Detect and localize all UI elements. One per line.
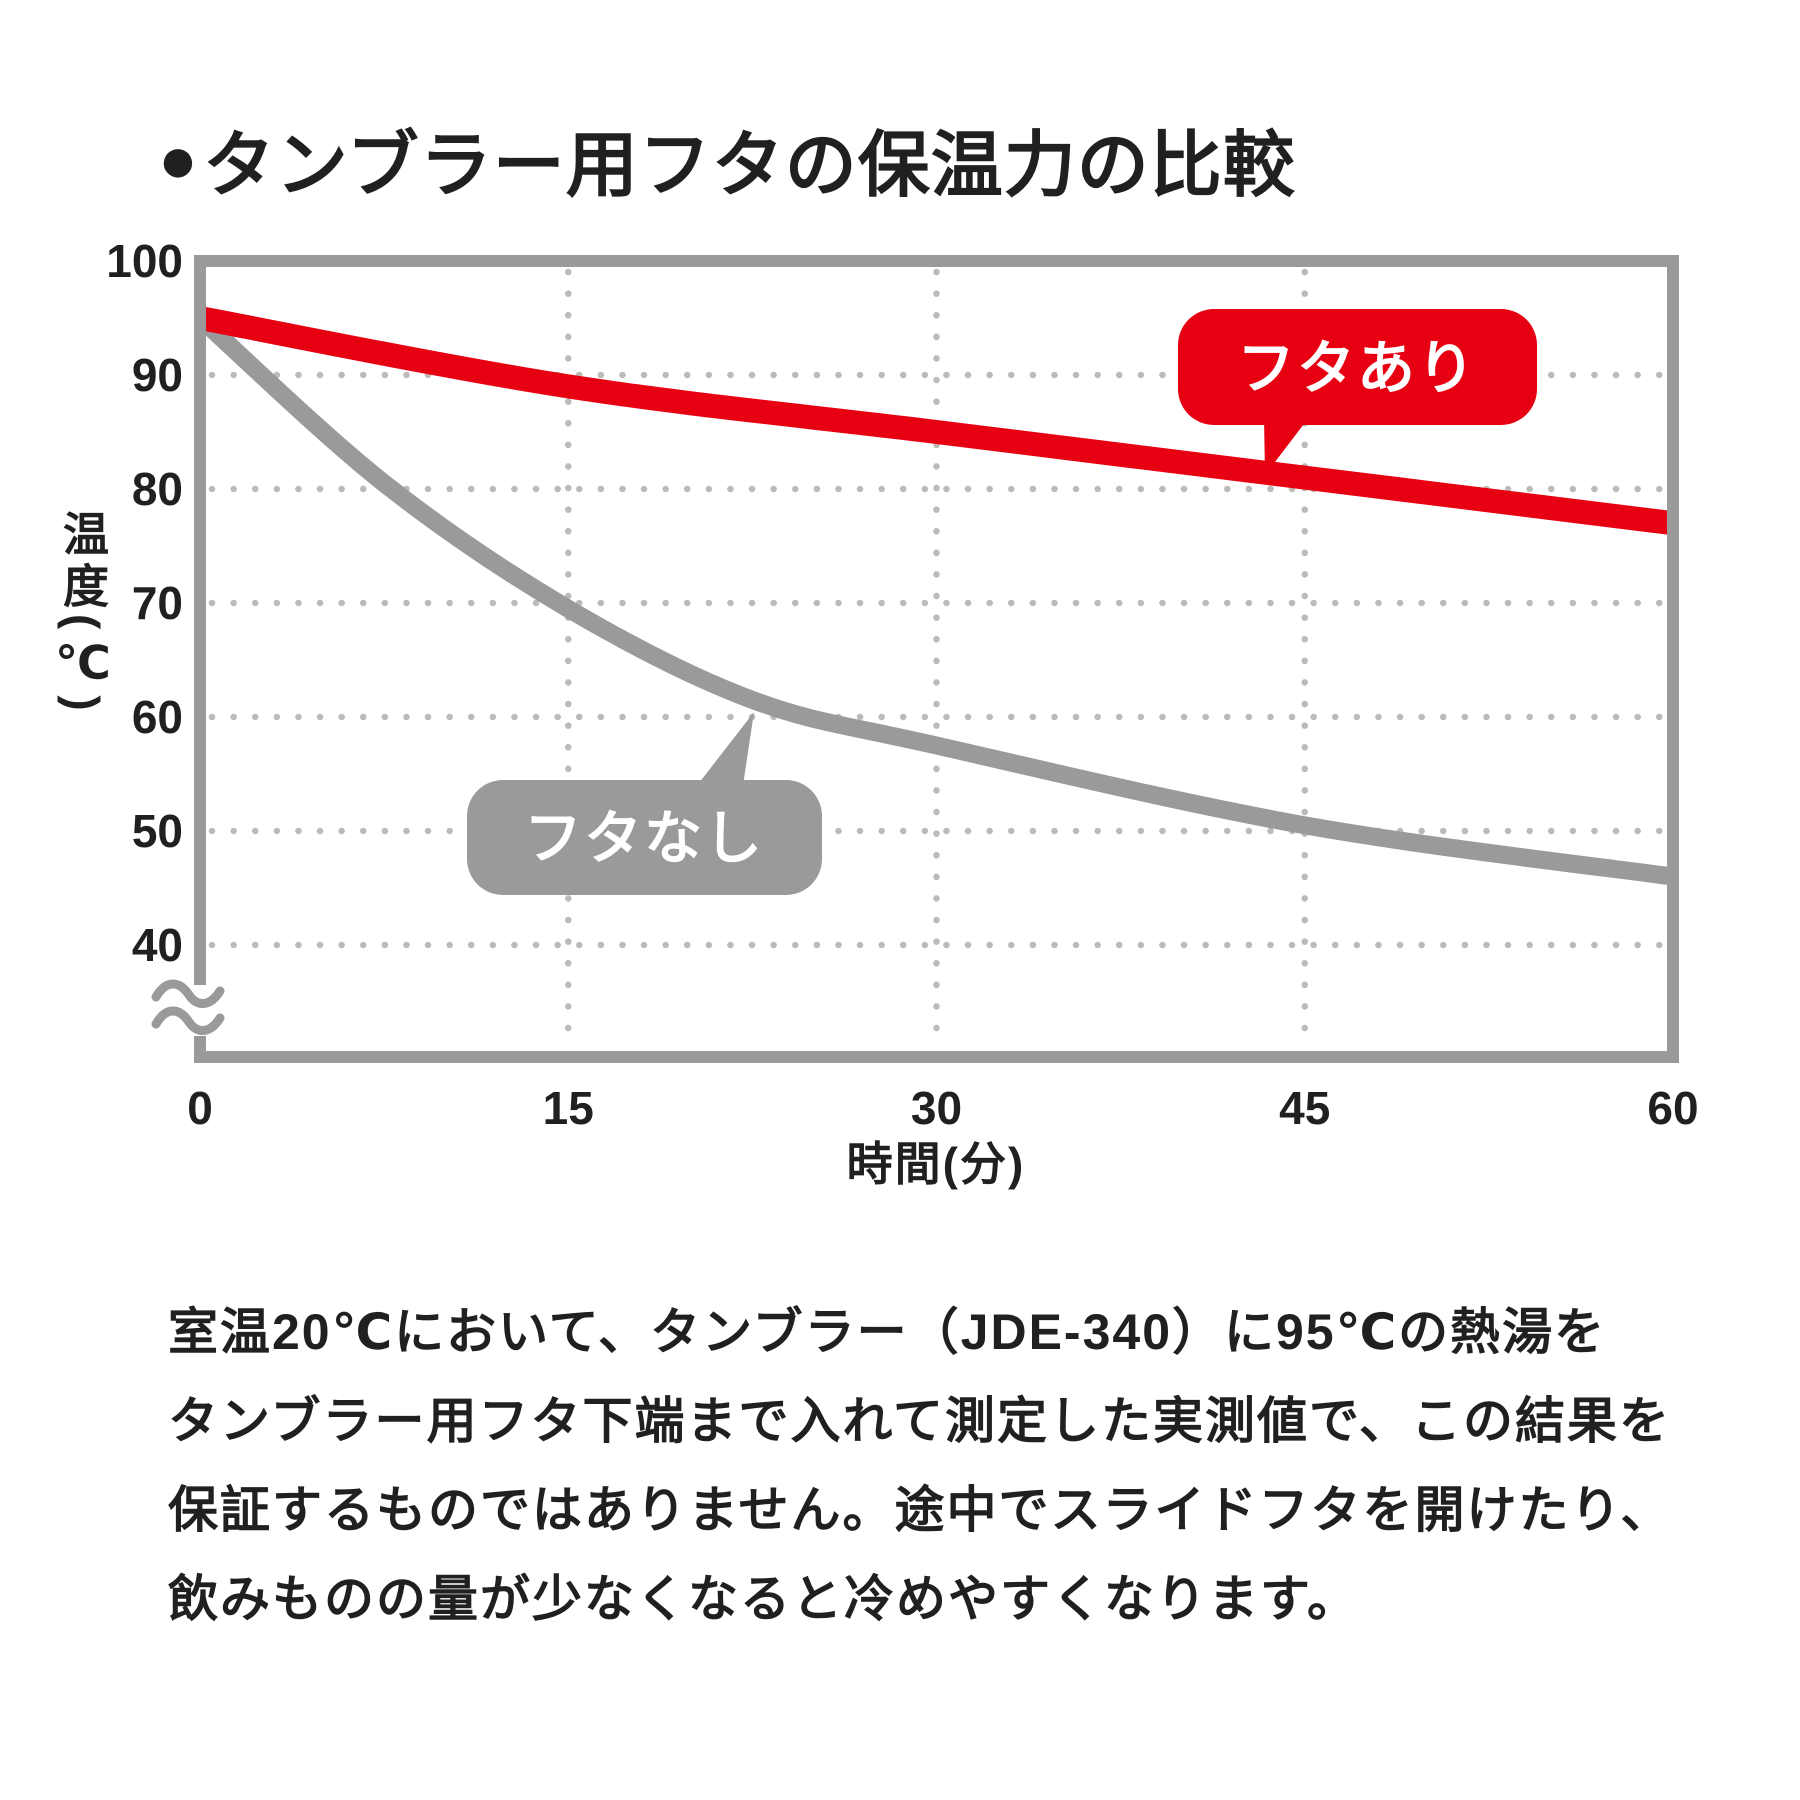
plot-frame — [194, 255, 1679, 1063]
y-tick-label: 80 — [132, 463, 183, 515]
y-tick-label: 90 — [132, 349, 183, 401]
y-axis-title: 温度(℃) — [57, 510, 109, 717]
x-tick-label: 60 — [1647, 1082, 1698, 1134]
callout-with-lid-label: フタあり — [1237, 336, 1477, 401]
callout-without-lid-label: フタなし — [524, 806, 764, 871]
y-axis-break-marks — [151, 979, 225, 1035]
y-tick-label: 70 — [132, 577, 183, 629]
callout-without-lid: フタなし — [467, 712, 822, 895]
y-tick-label: 60 — [132, 691, 183, 743]
bullet-icon: ● — [158, 121, 199, 196]
series-line-without-lid — [193, 311, 1675, 886]
footnote-line: 保証するものではありません。途中でスライドフタを開けたり、 — [168, 1482, 1673, 1538]
chart-title: ● タンブラー用フタの保温力の比較 — [158, 106, 1296, 211]
callout-without-lid-tail — [692, 712, 754, 792]
axis-break-wave — [151, 1006, 225, 1035]
y-tick-label: 40 — [132, 919, 183, 971]
callout-with-lid-bubble — [1178, 309, 1537, 425]
series-line-with-lid — [197, 306, 1675, 536]
footnote-line: 飲みものの量が少なくなると冷めやすくなります。 — [168, 1571, 1359, 1627]
callout-without-lid-bubble — [467, 780, 822, 895]
y-tick-label: 50 — [132, 805, 183, 857]
tick-labels: 100 90 80 70 60 50 40 0 15 30 45 60 — [106, 235, 1698, 1134]
footnote-line: 室温20℃において、タンブラー（JDE-340）に95℃の熱湯を — [168, 1304, 1607, 1360]
plot-border — [194, 255, 1679, 1063]
x-axis-title: 時間(分) — [847, 1138, 1026, 1190]
callout-with-lid-tail — [1264, 416, 1310, 475]
footnote: 室温20℃において、タンブラー（JDE-340）に95℃の熱湯を タンブラー用フ… — [168, 1288, 1673, 1644]
temperature-chart: フタあり フタなし 100 90 80 70 60 50 40 0 15 30 45 60 時間(分) — [106, 235, 1698, 1190]
y-tick-label: 100 — [106, 235, 183, 287]
x-tick-label: 45 — [1279, 1082, 1330, 1134]
x-tick-label: 30 — [911, 1082, 962, 1134]
x-tick-label: 0 — [187, 1082, 213, 1134]
x-tick-label: 15 — [543, 1082, 594, 1134]
axis-break-wave — [151, 979, 225, 1008]
footnote-line: タンブラー用フタ下端まで入れて測定した実測値で、この結果を — [168, 1393, 1671, 1449]
callout-with-lid: フタあり — [1178, 309, 1537, 475]
chart-title-text: タンブラー用フタの保温力の比較 — [202, 126, 1296, 206]
series-lines — [193, 306, 1675, 886]
